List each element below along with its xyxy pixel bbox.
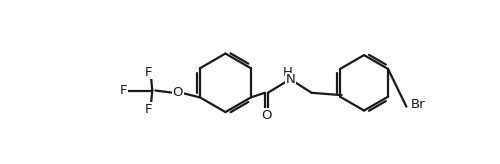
Text: F: F: [144, 66, 152, 79]
Text: Br: Br: [410, 98, 425, 111]
Text: H: H: [283, 66, 293, 79]
Text: F: F: [120, 84, 128, 97]
Text: N: N: [286, 73, 296, 86]
Text: F: F: [144, 102, 152, 115]
Text: O: O: [261, 109, 272, 122]
Text: O: O: [172, 86, 183, 99]
